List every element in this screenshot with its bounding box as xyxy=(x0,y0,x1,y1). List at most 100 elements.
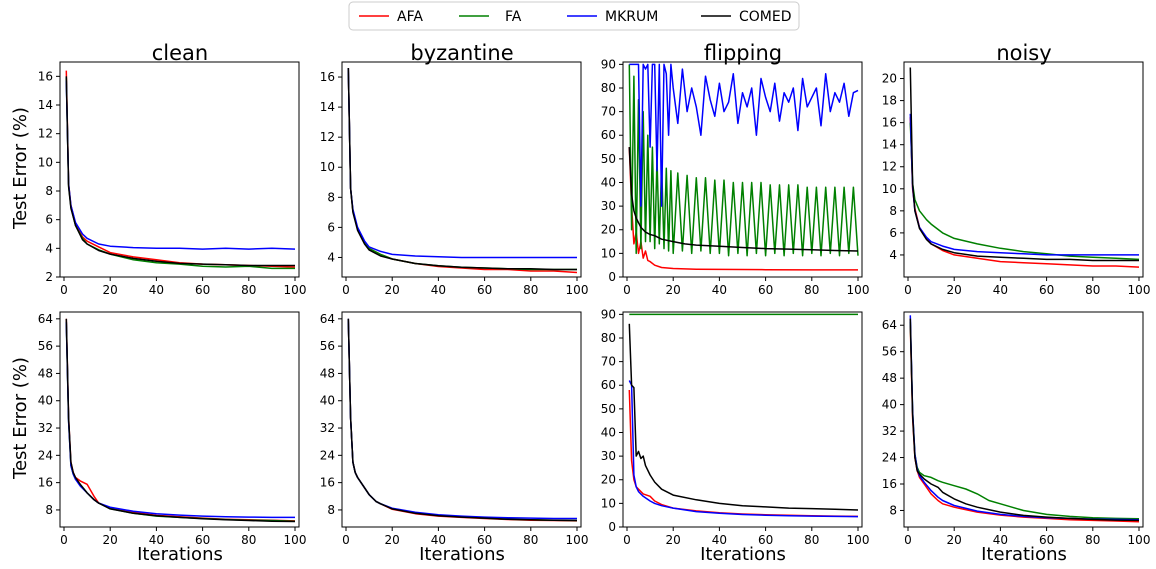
x-tick-label: 80 xyxy=(241,283,256,297)
x-axis-label-clean: Iterations xyxy=(137,544,223,565)
y-tick-label: 48 xyxy=(882,371,897,385)
series-comed xyxy=(909,67,1139,262)
y-tick-label: 8 xyxy=(327,190,335,204)
series-comed xyxy=(347,318,578,522)
y-tick-label: 16 xyxy=(38,69,53,83)
x-tick-label: 20 xyxy=(947,533,962,547)
panel-top-flipping: 0 20 40 60 80 100 0 10 20 30 40 50 60 70 80 90 xyxy=(601,57,870,297)
y-tick-label: 40 xyxy=(320,394,335,408)
series-fa xyxy=(628,64,859,257)
y-tick-label: 32 xyxy=(38,421,53,435)
series-comed xyxy=(628,323,859,511)
y-tick-label: 0 xyxy=(608,270,616,284)
y-tick-label: 18 xyxy=(882,94,897,108)
y-tick-label: 10 xyxy=(601,246,616,260)
series-afa xyxy=(909,325,1140,523)
y-tick-label: 20 xyxy=(882,72,897,86)
x-tick-label: 0 xyxy=(60,283,68,297)
y-tick-label: 10 xyxy=(320,160,335,174)
plot-frame xyxy=(341,61,582,278)
x-tick-label: 40 xyxy=(712,283,727,297)
x-tick-label: 100 xyxy=(847,533,870,547)
y-tick-label: 24 xyxy=(38,448,53,462)
series-afa xyxy=(347,318,578,522)
x-tick-label: 60 xyxy=(195,283,210,297)
x-tick-label: 20 xyxy=(103,283,118,297)
series-afa xyxy=(65,318,296,522)
series-afa xyxy=(347,67,578,274)
x-tick-label: 100 xyxy=(566,533,589,547)
y-tick-label: 70 xyxy=(601,105,616,119)
y-tick-label: 16 xyxy=(38,476,53,490)
series-fa xyxy=(909,321,1140,520)
y-tick-label: 8 xyxy=(889,204,897,218)
x-tick-label: 60 xyxy=(477,283,492,297)
y-tick-label: 12 xyxy=(38,127,53,141)
x-tick-label: 60 xyxy=(1039,283,1054,297)
series-mkrum xyxy=(629,63,859,207)
y-tick-label: 6 xyxy=(889,226,897,240)
panel-bottom-noisy: 0 20 40 60 80 100 8 16 24 32 40 48 56 64 xyxy=(882,311,1150,547)
x-tick-label: 100 xyxy=(1128,283,1151,297)
y-tick-label: 14 xyxy=(38,98,53,112)
series-fa xyxy=(347,318,578,522)
y-tick-label: 64 xyxy=(38,312,53,326)
y-tick-label: 10 xyxy=(601,496,616,510)
y-tick-label: 10 xyxy=(38,155,53,169)
y-tick-label: 80 xyxy=(601,331,616,345)
x-tick-label: 60 xyxy=(195,533,210,547)
plot-frame xyxy=(622,61,863,278)
column-title-noisy: noisy xyxy=(996,41,1051,65)
x-axis-label-flipping: Iterations xyxy=(700,544,786,565)
x-tick-label: 40 xyxy=(149,533,164,547)
y-tick-label: 16 xyxy=(320,476,335,490)
y-tick-label: 90 xyxy=(601,57,616,71)
column-title-clean: clean xyxy=(152,41,208,65)
series-afa xyxy=(628,389,859,518)
series-mkrum xyxy=(347,318,577,520)
series-fa xyxy=(65,77,295,270)
x-tick-label: 20 xyxy=(103,533,118,547)
legend-label-fa: FA xyxy=(505,9,522,25)
y-tick-label: 32 xyxy=(882,424,897,438)
y-tick-label: 64 xyxy=(320,312,335,326)
panel-bottom-clean: 0 20 40 60 80 100 8 16 24 32 40 48 56 64 xyxy=(38,311,306,547)
x-tick-label: 80 xyxy=(523,283,538,297)
y-tick-label: 12 xyxy=(882,160,897,174)
y-tick-label: 14 xyxy=(320,100,335,114)
y-tick-label: 4 xyxy=(45,241,53,255)
x-tick-label: 40 xyxy=(993,283,1008,297)
y-tick-label: 8 xyxy=(327,503,335,517)
y-tick-label: 8 xyxy=(889,503,897,517)
y-tick-label: 14 xyxy=(882,138,897,152)
series-mkrum xyxy=(65,80,296,250)
y-tick-label: 12 xyxy=(320,130,335,144)
x-tick-label: 0 xyxy=(342,533,350,547)
panel-bottom-byzantine: 0 20 40 60 80 100 8 16 24 32 40 48 56 64 xyxy=(320,311,589,547)
y-tick-label: 6 xyxy=(45,213,53,227)
y-tick-label: 60 xyxy=(601,128,616,142)
y-tick-label: 0 xyxy=(608,520,616,534)
y-tick-label: 60 xyxy=(601,378,616,392)
x-tick-label: 0 xyxy=(342,283,350,297)
y-tick-label: 16 xyxy=(882,477,897,491)
y-tick-label: 40 xyxy=(601,425,616,439)
x-tick-label: 60 xyxy=(477,533,492,547)
x-tick-label: 80 xyxy=(804,283,819,297)
y-tick-label: 50 xyxy=(601,402,616,416)
y-tick-label: 24 xyxy=(320,448,335,462)
series-afa xyxy=(65,70,296,268)
y-tick-label: 40 xyxy=(601,175,616,189)
x-tick-label: 40 xyxy=(993,533,1008,547)
x-tick-label: 40 xyxy=(431,283,446,297)
x-tick-label: 80 xyxy=(804,533,819,547)
y-tick-label: 90 xyxy=(601,307,616,321)
series-comed xyxy=(909,318,1140,522)
series-comed xyxy=(347,67,577,271)
x-axis-label-noisy: Iterations xyxy=(981,544,1067,565)
x-axis-label-byzantine: Iterations xyxy=(419,544,505,565)
x-tick-label: 0 xyxy=(904,533,912,547)
y-tick-label: 8 xyxy=(45,184,53,198)
x-tick-label: 20 xyxy=(666,533,681,547)
